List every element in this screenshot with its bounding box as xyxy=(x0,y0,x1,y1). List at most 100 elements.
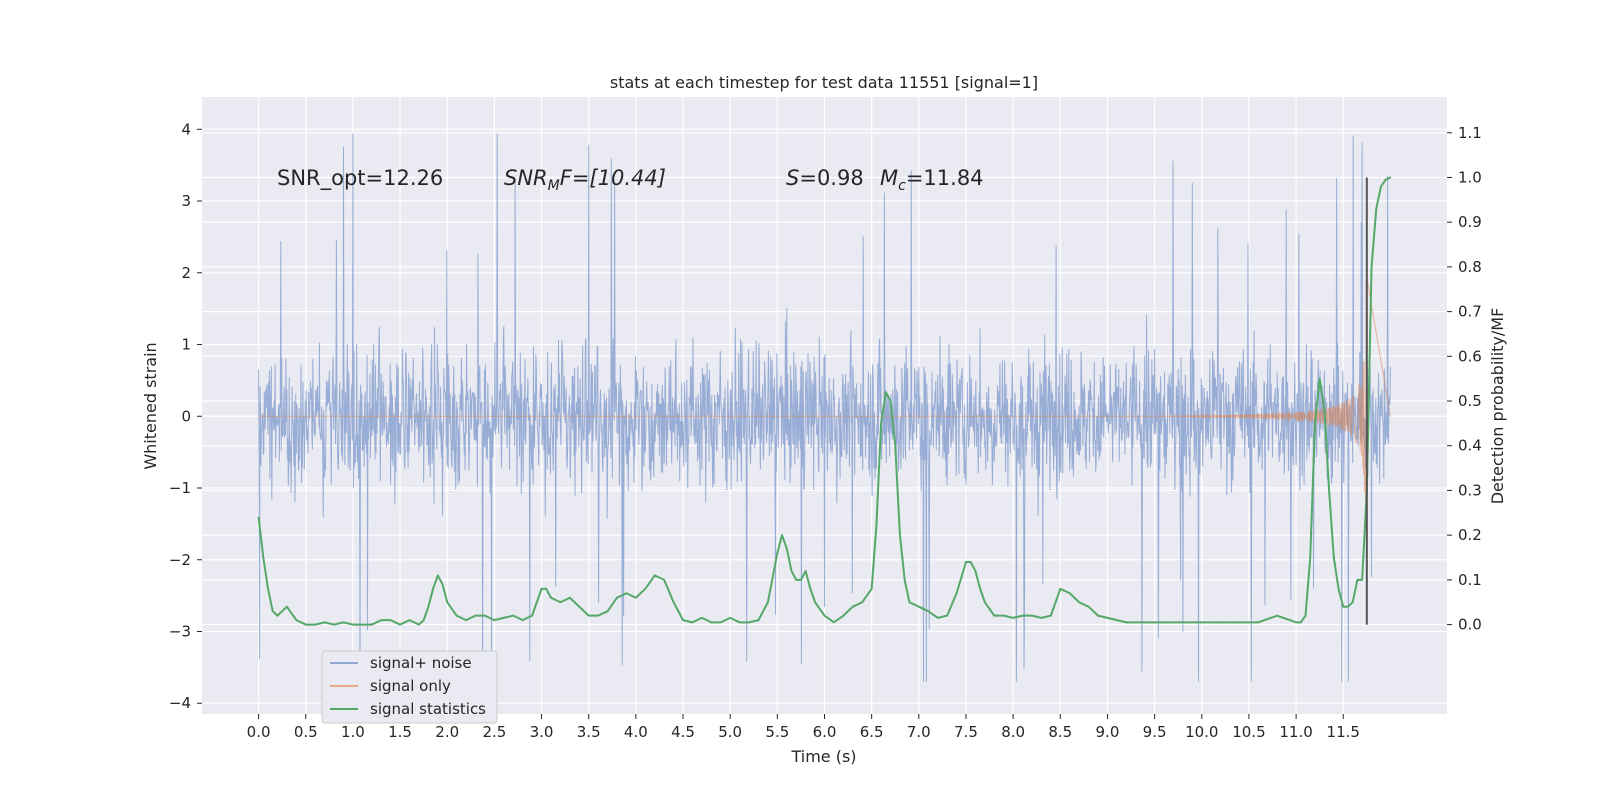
signal-statistics-point xyxy=(427,605,430,608)
y-right-tick-label: 1.1 xyxy=(1458,124,1482,142)
signal-statistics-point xyxy=(418,623,420,626)
y-right-tick-label: 0.7 xyxy=(1458,303,1482,321)
signal-statistics-point xyxy=(1356,579,1359,581)
signal-statistics-point xyxy=(550,596,552,599)
signal-statistics-point xyxy=(1144,621,1146,624)
signal-statistics-point xyxy=(323,621,326,624)
legend-entry-signal: signal only xyxy=(370,677,451,695)
signal-statistics-point xyxy=(1097,614,1099,617)
signal-statistics-point xyxy=(889,400,892,402)
legend-entry-stats: signal statistics xyxy=(370,700,486,718)
signal-statistics-point xyxy=(1361,579,1363,581)
signal-statistics-point xyxy=(1106,617,1109,619)
signal-statistics-point xyxy=(1389,176,1392,179)
x-tick-label: 3.0 xyxy=(530,723,554,741)
signal-statistics-point xyxy=(908,601,911,604)
y-right-tick-label: 1.0 xyxy=(1458,168,1482,186)
x-tick-label: 9.0 xyxy=(1096,723,1120,741)
signal-statistics-point xyxy=(861,601,864,604)
signal-statistics-point xyxy=(1200,621,1203,624)
y-tick-label: −3 xyxy=(169,622,191,640)
signal-statistics-point xyxy=(1384,178,1387,181)
signal-statistics-point xyxy=(521,619,524,621)
signal-statistics-point xyxy=(493,619,496,621)
signal-statistics-point xyxy=(790,570,793,572)
signal-statistics-point xyxy=(979,588,981,590)
y-right-tick-label: 0.9 xyxy=(1458,213,1482,231)
signal-statistics-point xyxy=(474,614,477,617)
signal-statistics-point xyxy=(1059,588,1062,590)
y-right-tick-label: 0.0 xyxy=(1458,616,1482,634)
x-tick-label: 10.0 xyxy=(1185,723,1218,741)
signal-statistics-point xyxy=(1318,377,1321,380)
y-right-tick-label: 0.2 xyxy=(1458,526,1482,544)
signal-statistics-point xyxy=(710,621,713,624)
x-tick-label: 0.5 xyxy=(294,723,318,741)
noise-line xyxy=(258,133,1391,682)
x-tick-label: 6.0 xyxy=(813,723,837,741)
signal-statistics-point xyxy=(432,588,434,590)
signal-statistics-point xyxy=(295,619,298,621)
signal-statistics-point xyxy=(314,623,316,626)
tick-layer: 0.0 0.5 1.0 1.5 2.0 2.5 3.0 3.5 4.0 4.5 5.0 5.5 6.0 6… xyxy=(169,120,1482,741)
mc-annotation: Mc=11.84 xyxy=(880,166,984,194)
signal-statistics-point xyxy=(927,610,930,612)
signal-statistics-point xyxy=(776,552,779,554)
signal-statistics-line xyxy=(257,176,1391,626)
y-tick-label: 0 xyxy=(181,407,191,425)
x-tick-label: 8.0 xyxy=(1001,723,1025,741)
signal-statistics-point xyxy=(993,614,996,617)
signal-statistics-point xyxy=(1333,556,1335,559)
y-tick-label: −2 xyxy=(169,551,191,569)
signal-statistics-point xyxy=(903,579,906,581)
x-axis-label: Time (s) xyxy=(790,747,856,766)
signal-statistics-point xyxy=(545,588,548,590)
signal-statistics-series xyxy=(257,176,1392,626)
y-right-tick-label: 0.4 xyxy=(1458,437,1482,455)
signal-statistics-point xyxy=(512,614,515,617)
signal-statistics-point xyxy=(1309,556,1312,559)
signal-statistics-point xyxy=(663,579,665,581)
signal-statistics-point xyxy=(1182,621,1184,624)
signal-statistics-point xyxy=(880,422,882,425)
signal-statistics-point xyxy=(536,601,538,604)
snr-mf-tail: F=[10.44] xyxy=(560,166,666,190)
signal-statistics-point xyxy=(540,588,543,590)
snr-mf-main: SNR xyxy=(504,166,548,190)
x-tick-label: 10.5 xyxy=(1232,723,1265,741)
signal-statistics-point xyxy=(1050,614,1052,617)
signal-statistics-point xyxy=(1328,489,1330,492)
mc-sub: c xyxy=(898,178,906,194)
signal-statistics-point xyxy=(1375,207,1378,210)
signal-statistics-point xyxy=(271,610,274,612)
s-value: =0.98 xyxy=(799,166,863,190)
signal-statistics-point xyxy=(1087,605,1090,608)
x-tick-label: 11.0 xyxy=(1279,723,1312,741)
signal-statistics-point xyxy=(653,574,656,577)
signal-statistics-point xyxy=(785,547,788,550)
y-tick-label: −1 xyxy=(169,479,191,497)
signal-statistics-point xyxy=(441,583,444,586)
y-tick-label: −4 xyxy=(169,694,191,712)
signal-statistics-point xyxy=(389,619,392,621)
signal-noise-series xyxy=(258,133,1391,682)
signal-statistics-point xyxy=(408,619,411,621)
y-right-axis-label: Detection probability/MF xyxy=(1488,308,1507,505)
x-tick-label: 7.0 xyxy=(907,723,931,741)
legend-entry-noise: signal+ noise xyxy=(370,654,472,672)
signal-statistics-point xyxy=(437,574,439,577)
x-tick-label: 1.5 xyxy=(388,723,412,741)
signal-statistics-point xyxy=(484,614,486,617)
signal-statistics-point xyxy=(870,588,873,590)
signal-statistics-point xyxy=(1342,605,1345,608)
signal-statistics-point xyxy=(1295,621,1297,624)
signal-statistics-point xyxy=(1300,621,1302,624)
signal-statistics-point xyxy=(1002,614,1005,617)
y-right-tick-label: 0.1 xyxy=(1458,571,1482,589)
y-right-tick-label: 0.6 xyxy=(1458,347,1482,365)
signal-only-line xyxy=(258,277,1391,528)
signal-only-series xyxy=(258,277,1391,528)
signal-statistics-point xyxy=(1078,601,1080,604)
signal-statistics-point xyxy=(918,605,920,608)
